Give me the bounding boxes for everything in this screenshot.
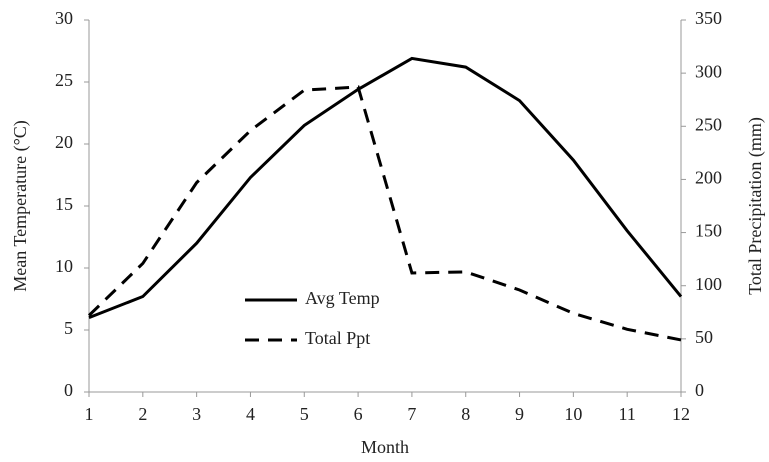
y2-tick-label: 200 <box>695 168 722 188</box>
y2-tick-label: 0 <box>695 380 704 400</box>
y2-axis-label: Total Precipitation (mm) <box>745 117 766 295</box>
legend-label: Avg Temp <box>305 288 380 308</box>
x-tick-label: 9 <box>515 404 524 424</box>
series-line <box>88 56 683 319</box>
x-tick-label: 2 <box>138 404 147 424</box>
y-tick-label: 0 <box>64 380 73 400</box>
y-tick-label: 30 <box>55 8 73 28</box>
y2-tick-label: 100 <box>695 274 722 294</box>
x-tick-label: 11 <box>619 404 636 424</box>
x-tick-label: 1 <box>85 404 94 424</box>
y2-tick-label: 250 <box>695 114 722 134</box>
y-tick-label: 15 <box>55 194 73 214</box>
x-tick-label: 5 <box>300 404 309 424</box>
y-axis-label: Mean Temperature (°C) <box>10 120 31 292</box>
x-tick-label: 6 <box>354 404 363 424</box>
y-tick-label: 20 <box>55 132 73 152</box>
y2-tick-label: 300 <box>695 61 722 81</box>
y-tick-label: 5 <box>64 318 73 338</box>
x-axis-label: Month <box>361 437 409 457</box>
legend-label: Total Ppt <box>305 328 370 348</box>
x-tick-label: 7 <box>407 404 416 424</box>
x-tick-label: 3 <box>192 404 201 424</box>
x-tick-label: 4 <box>246 404 255 424</box>
y2-tick-label: 350 <box>695 8 722 28</box>
y2-tick-label: 50 <box>695 327 713 347</box>
y2-tick-label: 150 <box>695 221 722 241</box>
y-tick-label: 10 <box>55 256 73 276</box>
y-tick-label: 25 <box>55 70 73 90</box>
series-line <box>87 85 682 342</box>
x-tick-label: 10 <box>564 404 582 424</box>
x-tick-label: 8 <box>461 404 470 424</box>
x-tick-label: 12 <box>672 404 690 424</box>
